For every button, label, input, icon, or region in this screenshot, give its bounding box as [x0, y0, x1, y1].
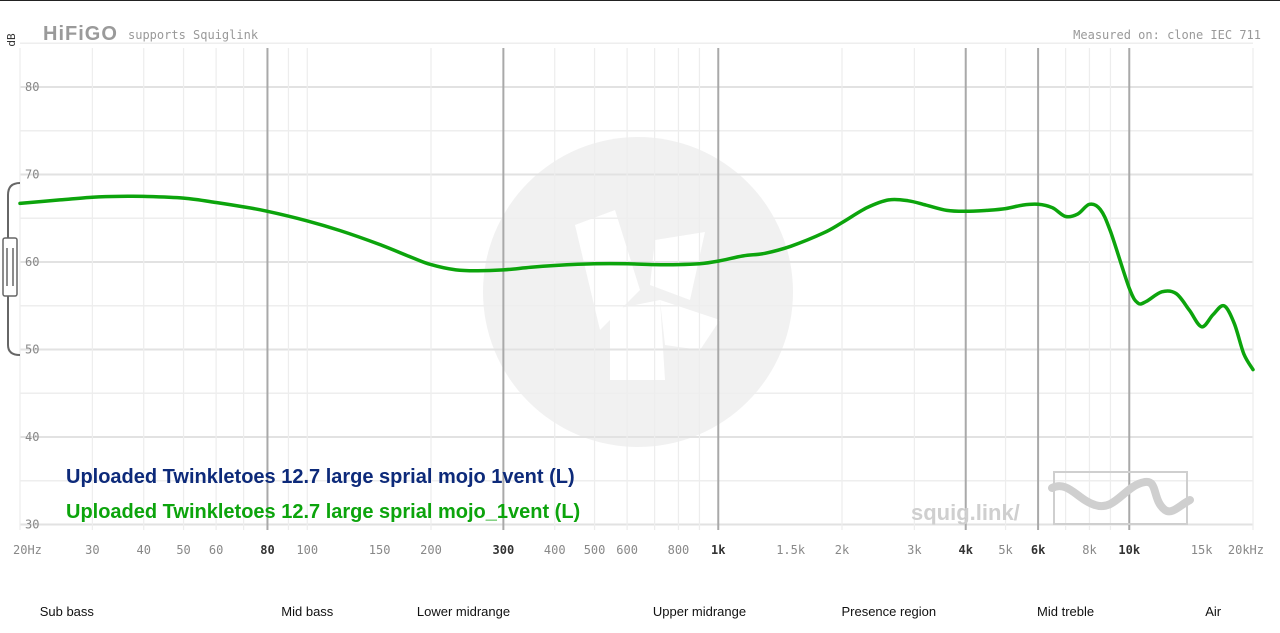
header-tagline: supports Squiglink: [128, 28, 259, 42]
y-tick-label-70: 70: [25, 168, 39, 182]
x-tick-label-15k: 15k: [1191, 543, 1213, 557]
y-axis-tick-labels: 30 40 50 60 70 80: [25, 80, 39, 532]
graph-legend: Uploaded Twinkletoes 12.7 large sprial m…: [66, 460, 580, 530]
vertical-gridlines: [19, 48, 1254, 530]
x-tick-label-1.5k: 1.5k: [776, 543, 806, 557]
legend-entry-1vent[interactable]: Uploaded Twinkletoes 12.7 large sprial m…: [66, 466, 575, 488]
x-axis-tick-labels: 20Hz 30 40 50 60 80 100 150 200 300 400 500 600 800 1k…: [13, 543, 1264, 557]
x-tick-label-30: 30: [85, 543, 99, 557]
y-axis-unit-label: dB: [5, 33, 18, 47]
band-label-presence-region: Presence region: [841, 604, 937, 619]
x-tick-label-300: 300: [493, 543, 515, 557]
frequency-response-series: [18, 194, 1255, 372]
x-tick-label-60: 60: [209, 543, 223, 557]
band-label-mid-bass: Mid bass: [281, 604, 334, 619]
x-tick-label-5k: 5k: [998, 543, 1013, 557]
x-tick-label-40: 40: [136, 543, 150, 557]
x-tick-label-150: 150: [369, 543, 391, 557]
horizontal-gridlines: [20, 42, 1253, 526]
x-tick-label-50: 50: [176, 543, 190, 557]
x-tick-label-6k: 6k: [1031, 543, 1046, 557]
legend-entry-mojo-1vent[interactable]: Uploaded Twinkletoes 12.7 large sprial m…: [66, 501, 581, 523]
band-label-sub-bass: Sub bass: [39, 604, 94, 619]
x-tick-label-4k: 4k: [958, 543, 973, 557]
band-label-upper-midrange: Upper midrange: [652, 604, 747, 619]
x-tick-label-2k: 2k: [835, 543, 850, 557]
x-tick-label-10k: 10k: [1118, 543, 1140, 557]
y-tick-label-80: 80: [25, 80, 39, 94]
x-tick-label-800: 800: [668, 543, 690, 557]
band-label-air: Air: [1205, 604, 1222, 619]
x-tick-label-600: 600: [616, 543, 638, 557]
x-tick-label-20Hz: 20Hz: [13, 543, 42, 557]
x-tick-label-8k: 8k: [1082, 543, 1097, 557]
y-tick-label-30: 30: [25, 518, 39, 532]
measured-on-label: Measured on: clone IEC 711: [1073, 28, 1261, 42]
squiglink-watermark: squig.link/: [911, 500, 1020, 525]
x-tick-label-100: 100: [296, 543, 318, 557]
y-tick-label-40: 40: [25, 430, 39, 444]
y-tick-label-60: 60: [25, 255, 39, 269]
x-tick-label-80: 80: [260, 543, 274, 557]
x-tick-label-200: 200: [420, 543, 442, 557]
x-tick-label-3k: 3k: [907, 543, 922, 557]
y-tick-label-50: 50: [25, 343, 39, 357]
band-label-lower-midrange: Lower midrange: [416, 604, 511, 619]
x-tick-label-500: 500: [584, 543, 606, 557]
brand-logo: HiFiGO: [43, 23, 118, 45]
band-label-mid-treble: Mid treble: [1037, 604, 1095, 619]
y-scale-drag-handle-icon[interactable]: [2, 182, 21, 356]
watermark-logo-icon: [483, 137, 793, 447]
x-tick-label-1k: 1k: [711, 543, 726, 557]
series-line-0[interactable]: [18, 194, 1255, 372]
x-tick-label-400: 400: [544, 543, 566, 557]
squiglink-signature-icon: [1048, 471, 1194, 525]
x-tick-label-20kHz: 20kHz: [1228, 543, 1264, 557]
